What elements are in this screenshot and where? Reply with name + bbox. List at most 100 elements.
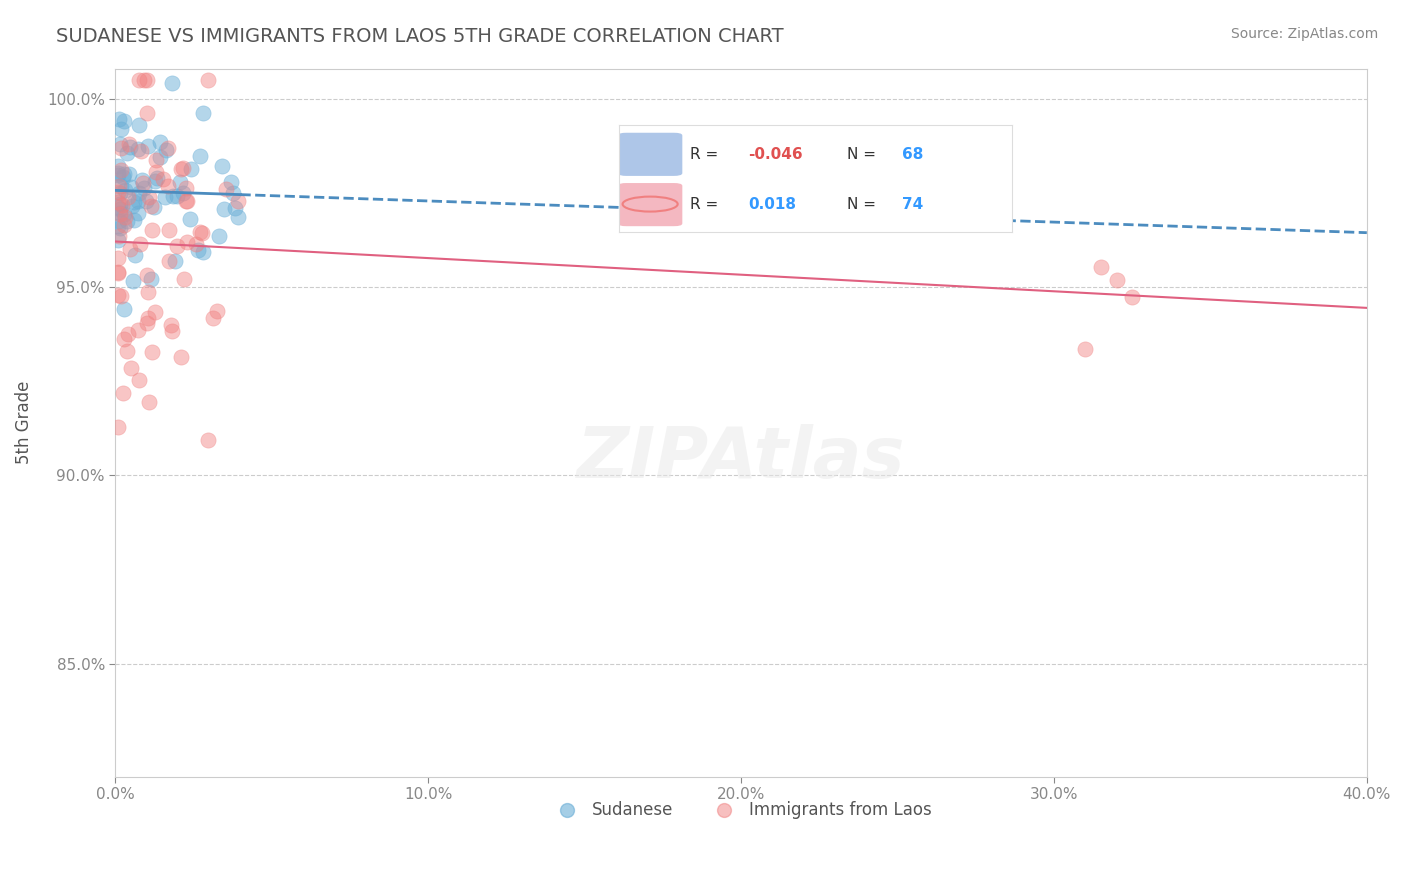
Point <box>1074 342 1097 356</box>
Point <box>108 229 131 244</box>
Point <box>128 118 150 132</box>
Point <box>110 121 132 136</box>
Point <box>166 238 188 252</box>
Text: R =: R = <box>689 196 723 211</box>
Point <box>112 113 135 128</box>
Point <box>114 210 136 224</box>
Point <box>191 105 214 120</box>
Point <box>153 190 176 204</box>
Point <box>172 186 194 201</box>
Point <box>138 395 160 409</box>
Point <box>120 360 142 375</box>
Point <box>211 159 233 173</box>
Point <box>170 162 193 177</box>
Point <box>139 272 162 286</box>
Point <box>145 153 167 168</box>
Text: ZIPAtlas: ZIPAtlas <box>576 424 905 492</box>
Point <box>107 233 129 247</box>
Point <box>180 161 202 176</box>
Point <box>118 136 141 151</box>
Point <box>112 301 135 316</box>
Point <box>135 268 157 283</box>
Point <box>117 326 139 341</box>
Point <box>128 186 150 201</box>
Point <box>111 169 134 184</box>
Point <box>110 178 132 193</box>
Point <box>197 72 219 87</box>
Point <box>214 202 236 216</box>
Point <box>107 168 129 182</box>
Point <box>107 166 129 180</box>
Point <box>108 220 131 235</box>
Point <box>145 305 167 319</box>
Point <box>118 167 141 181</box>
Point <box>110 141 132 155</box>
Point <box>131 173 153 187</box>
Point <box>136 316 159 330</box>
Point <box>176 194 198 209</box>
Point <box>165 254 187 268</box>
Point <box>110 186 132 200</box>
Point <box>108 112 131 126</box>
Point <box>170 351 193 365</box>
Text: N =: N = <box>846 196 880 211</box>
Point <box>127 323 149 337</box>
Point <box>111 198 134 212</box>
Point <box>215 182 238 196</box>
Text: 0.018: 0.018 <box>748 196 797 211</box>
Point <box>128 373 150 387</box>
Point <box>135 72 157 87</box>
Point <box>160 318 183 332</box>
Point <box>188 149 211 163</box>
Point <box>173 161 195 176</box>
Point <box>136 139 159 153</box>
Y-axis label: 5th Grade: 5th Grade <box>15 381 32 465</box>
Text: 74: 74 <box>903 196 924 211</box>
Point <box>128 72 150 87</box>
Point <box>208 228 231 243</box>
Point <box>188 225 211 239</box>
Point <box>122 194 145 209</box>
Text: R =: R = <box>689 147 723 162</box>
Point <box>107 251 129 265</box>
Point <box>132 176 155 190</box>
Point <box>145 171 167 186</box>
Point <box>107 195 129 210</box>
Point <box>176 235 198 249</box>
Text: N =: N = <box>846 147 880 162</box>
Point <box>107 288 129 302</box>
Point <box>138 190 160 204</box>
Point <box>176 181 198 195</box>
Point <box>112 218 135 232</box>
Point <box>127 206 149 220</box>
Point <box>115 146 138 161</box>
Text: SUDANESE VS IMMIGRANTS FROM LAOS 5TH GRADE CORRELATION CHART: SUDANESE VS IMMIGRANTS FROM LAOS 5TH GRA… <box>56 27 785 45</box>
Point <box>173 272 195 286</box>
Point <box>139 199 162 213</box>
Legend: Sudanese, Immigrants from Laos: Sudanese, Immigrants from Laos <box>544 794 938 825</box>
Point <box>107 219 129 233</box>
Point <box>118 140 141 154</box>
Point <box>129 144 152 158</box>
Point <box>1121 289 1143 303</box>
Point <box>121 199 143 213</box>
Point <box>186 237 208 252</box>
Point <box>110 202 132 216</box>
Point <box>124 248 146 262</box>
Text: Source: ZipAtlas.com: Source: ZipAtlas.com <box>1230 27 1378 41</box>
Point <box>143 174 166 188</box>
Point <box>169 175 191 189</box>
Point <box>120 179 142 194</box>
Point <box>127 142 149 156</box>
Point <box>160 77 183 91</box>
Point <box>155 143 177 157</box>
Point <box>186 243 208 257</box>
Point <box>142 200 165 214</box>
Point <box>190 226 212 240</box>
Text: -0.046: -0.046 <box>748 147 803 162</box>
Point <box>159 253 181 268</box>
Point <box>166 189 188 203</box>
FancyBboxPatch shape <box>619 184 682 226</box>
Point <box>149 135 172 149</box>
Point <box>219 175 242 189</box>
